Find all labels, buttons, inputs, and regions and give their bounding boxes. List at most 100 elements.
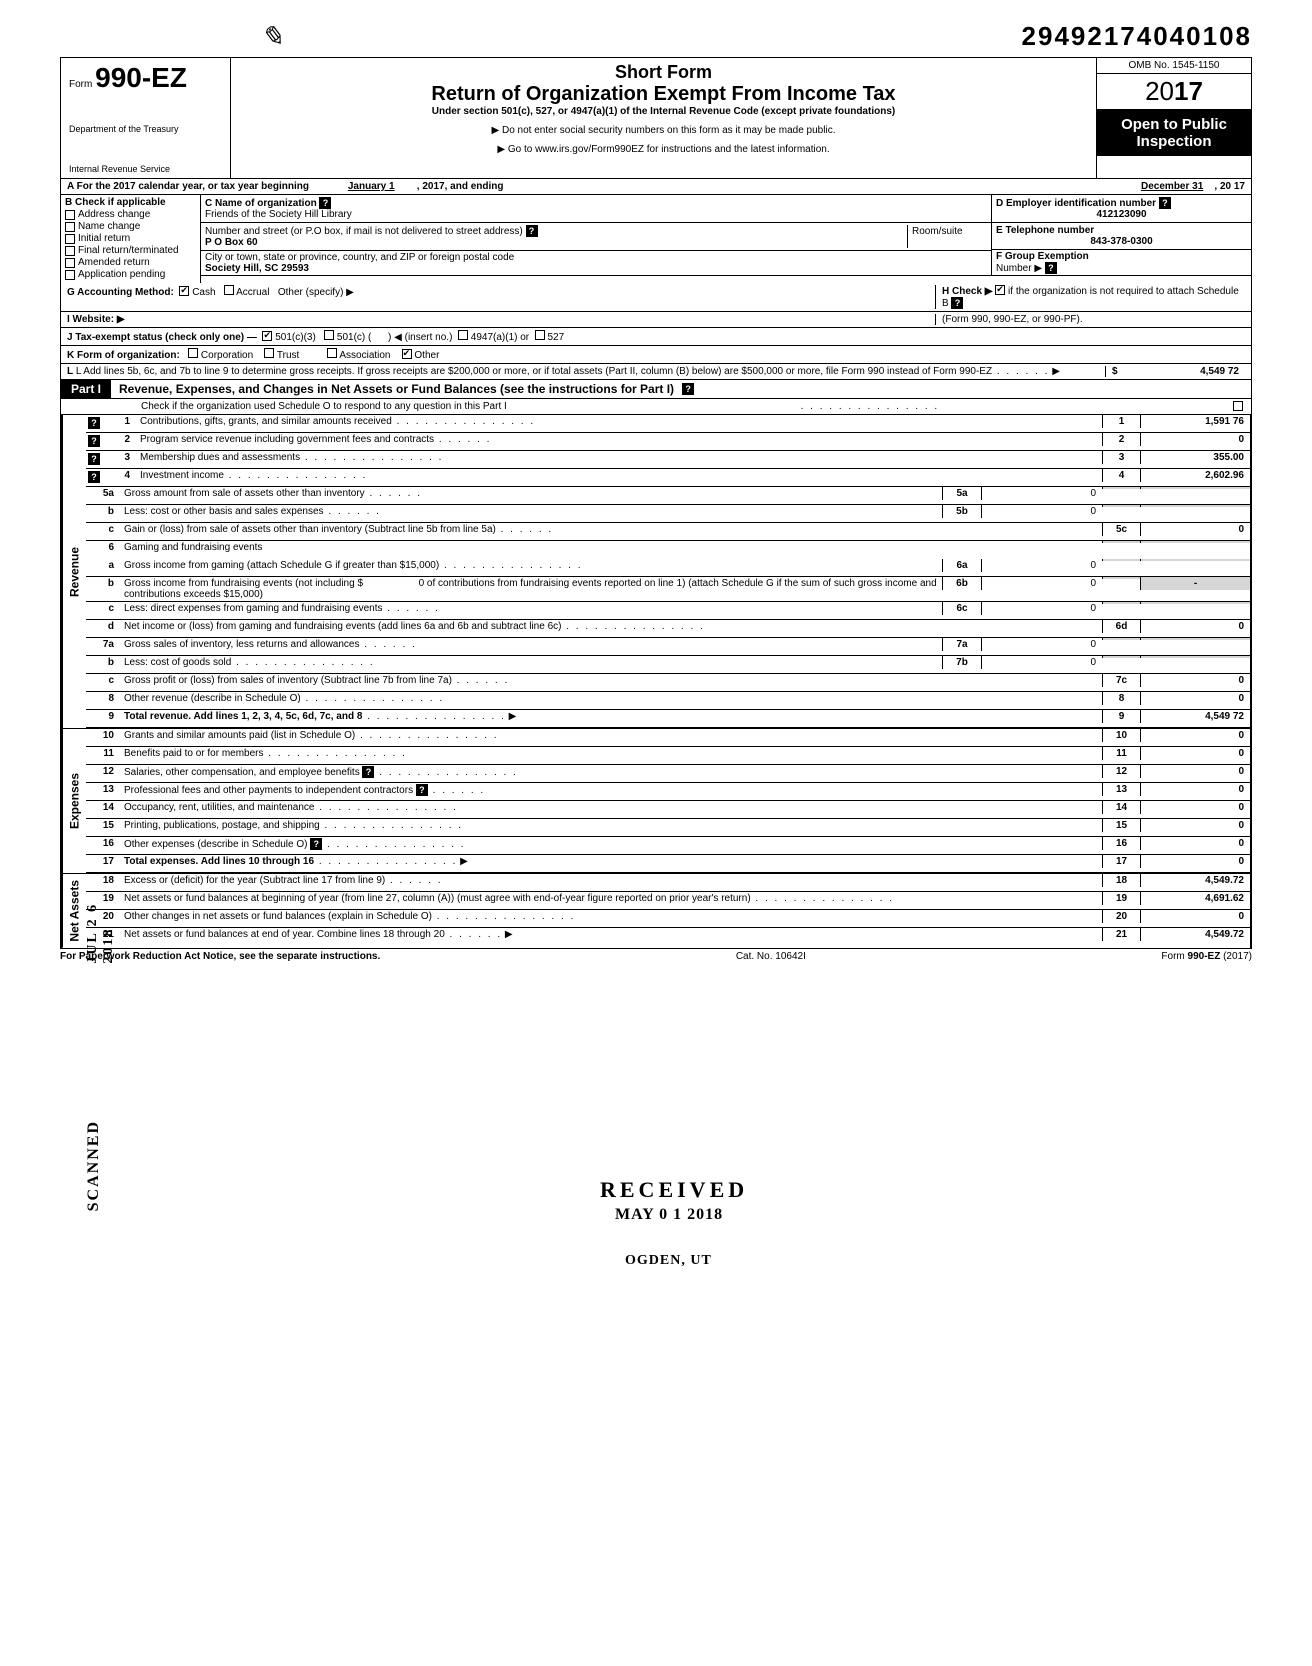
row-a-label: A For the 2017 calendar year, or tax yea… bbox=[67, 181, 309, 192]
line-desc: Less: cost of goods sold bbox=[124, 657, 231, 668]
city-lbl: City or town, state or province, country… bbox=[205, 252, 514, 263]
l-value: 4,549 72 bbox=[1200, 366, 1239, 377]
c-label: C Name of organization bbox=[205, 198, 317, 209]
h-text2: (Form 990, 990-EZ, or 990-PF). bbox=[935, 314, 1245, 325]
line-val: 0 bbox=[1140, 692, 1250, 705]
checkbox-527[interactable] bbox=[535, 330, 545, 340]
line-val: 0 bbox=[1140, 747, 1250, 760]
stamp-received: RECEIVED bbox=[600, 1177, 748, 1203]
line-midval: 0 bbox=[982, 602, 1102, 615]
line-num: 2 bbox=[102, 433, 138, 446]
i-website: I Website: ▶ bbox=[67, 314, 125, 325]
line-desc: Investment income bbox=[140, 470, 224, 481]
line-boxnum: 9 bbox=[1102, 710, 1140, 723]
line-val: 355.00 bbox=[1140, 451, 1250, 464]
checkbox-501c[interactable] bbox=[324, 330, 334, 340]
help-icon[interactable]: ? bbox=[88, 471, 100, 483]
checkbox-501c3[interactable] bbox=[262, 331, 272, 341]
stamp-jul-date: JUL 2 6 2018 bbox=[85, 870, 117, 964]
year-end-year: , 20 17 bbox=[1214, 181, 1245, 192]
k-other: Other bbox=[414, 350, 439, 361]
help-icon[interactable]: ? bbox=[1045, 262, 1057, 274]
checkbox-4947[interactable] bbox=[458, 330, 468, 340]
line-midval: 0 bbox=[982, 577, 1102, 590]
line-val: 0 bbox=[1140, 729, 1250, 742]
line-val: 0 bbox=[1140, 620, 1250, 633]
line-boxnum: 11 bbox=[1102, 747, 1140, 760]
k-trust: Trust bbox=[277, 350, 299, 361]
b-pending: Application pending bbox=[78, 269, 165, 280]
j-d: 527 bbox=[547, 332, 564, 343]
line-desc: Net income or (loss) from gaming and fun… bbox=[124, 621, 561, 632]
k-label: K Form of organization: bbox=[67, 350, 180, 361]
line-desc: Gaming and fundraising events bbox=[122, 541, 1102, 554]
form-title: Return of Organization Exempt From Incom… bbox=[239, 83, 1088, 106]
row-a: A For the 2017 calendar year, or tax yea… bbox=[60, 179, 1252, 195]
help-icon[interactable]: ? bbox=[526, 225, 538, 237]
checkbox-corp[interactable] bbox=[188, 348, 198, 358]
help-icon[interactable]: ? bbox=[319, 197, 331, 209]
checkbox-accrual[interactable] bbox=[224, 285, 234, 295]
line-desc: Gain or (loss) from sale of assets other… bbox=[124, 524, 496, 535]
line-num: b bbox=[86, 505, 122, 518]
line-boxnum: 12 bbox=[1102, 765, 1140, 778]
help-icon[interactable]: ? bbox=[682, 383, 694, 395]
form-header: Form 990-EZ Department of the Treasury I… bbox=[60, 57, 1252, 179]
j-label: J Tax-exempt status (check only one) — bbox=[67, 332, 257, 343]
line-num: 17 bbox=[86, 855, 122, 868]
checkbox-assoc[interactable] bbox=[327, 348, 337, 358]
line-extra: - bbox=[1140, 577, 1250, 590]
checkbox-name-change[interactable] bbox=[65, 222, 75, 232]
line-desc: Net assets or fund balances at end of ye… bbox=[124, 929, 445, 940]
part1-check: Check if the organization used Schedule … bbox=[141, 401, 507, 412]
line-boxnum: 17 bbox=[1102, 855, 1140, 868]
b-final: Final return/terminated bbox=[78, 245, 179, 256]
g-label: G Accounting Method: bbox=[67, 287, 174, 298]
k-corp: Corporation bbox=[201, 350, 253, 361]
f-label2: Number ▶ bbox=[996, 263, 1042, 274]
open-to-public: Open to Public Inspection bbox=[1097, 110, 1251, 156]
sidelabel-revenue: Revenue bbox=[62, 415, 86, 728]
help-icon[interactable]: ? bbox=[951, 297, 963, 309]
b-amended: Amended return bbox=[78, 257, 150, 268]
omb: OMB No. 1545-1150 bbox=[1097, 58, 1251, 74]
line-num: 6 bbox=[86, 541, 122, 554]
checkbox-other[interactable] bbox=[402, 349, 412, 359]
stamp-ogden: OGDEN, UT bbox=[625, 1253, 712, 1269]
row-a-mid: , 2017, and ending bbox=[417, 181, 504, 192]
line-val: 2,602.96 bbox=[1140, 469, 1250, 482]
line-midval: 0 bbox=[982, 559, 1102, 572]
line-desc: Benefits paid to or for members bbox=[124, 748, 264, 759]
j-a: 501(c)(3) bbox=[275, 332, 316, 343]
form-subtitle: Under section 501(c), 527, or 4947(a)(1)… bbox=[239, 106, 1088, 117]
line-num: b bbox=[86, 577, 122, 590]
checkbox-pending[interactable] bbox=[65, 270, 75, 280]
b-initial: Initial return bbox=[78, 233, 130, 244]
e-label: E Telephone number bbox=[996, 225, 1094, 236]
line-val: 4,549.72 bbox=[1140, 874, 1250, 887]
help-icon[interactable]: ? bbox=[416, 784, 428, 796]
line-num: c bbox=[86, 674, 122, 687]
checkbox-amended[interactable] bbox=[65, 258, 75, 268]
sidelabel-expenses: Expenses bbox=[62, 729, 86, 873]
checkbox-sched-o[interactable] bbox=[1233, 401, 1243, 411]
help-icon[interactable]: ? bbox=[310, 838, 322, 850]
line-boxnum: 10 bbox=[1102, 729, 1140, 742]
line-val: 4,549.72 bbox=[1140, 928, 1250, 941]
checkbox-address-change[interactable] bbox=[65, 210, 75, 220]
g-accrual: Accrual bbox=[236, 287, 269, 298]
checkbox-cash[interactable] bbox=[179, 286, 189, 296]
help-icon[interactable]: ? bbox=[362, 766, 374, 778]
line-desc: Total revenue. Add lines 1, 2, 3, 4, 5c,… bbox=[124, 711, 362, 722]
help-icon[interactable]: ? bbox=[88, 435, 100, 447]
checkbox-trust[interactable] bbox=[264, 348, 274, 358]
line-desc: Professional fees and other payments to … bbox=[124, 785, 413, 796]
checkbox-h[interactable] bbox=[995, 285, 1005, 295]
l-text: L Add lines 5b, 6c, and 7b to line 9 to … bbox=[76, 366, 992, 377]
help-icon[interactable]: ? bbox=[1159, 197, 1171, 209]
help-icon[interactable]: ? bbox=[88, 453, 100, 465]
checkbox-final[interactable] bbox=[65, 246, 75, 256]
help-icon[interactable]: ? bbox=[88, 417, 100, 429]
checkbox-initial[interactable] bbox=[65, 234, 75, 244]
scribble: ✎ bbox=[260, 20, 283, 53]
